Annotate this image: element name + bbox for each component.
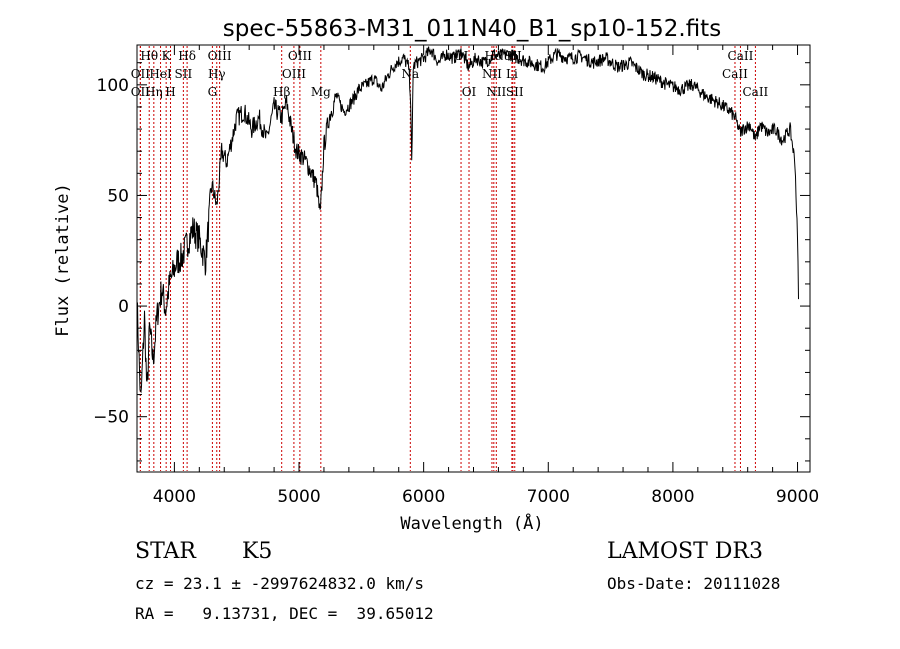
x-tick-label: 4000 (153, 487, 196, 507)
y-tick-label: 50 (107, 186, 129, 206)
obs-date: Obs-Date: 20111028 (607, 574, 781, 593)
line-label: OII (131, 67, 151, 81)
line-label: CaII (742, 85, 768, 99)
line-label: OIII (282, 67, 306, 81)
line-label: Hγ (208, 67, 226, 81)
y-tick-label: −50 (93, 408, 129, 428)
line-label: Na (401, 67, 419, 81)
x-axis-label: Wavelength (Å) (400, 512, 543, 534)
x-tick-label: 6000 (402, 487, 445, 507)
line-label: Li (506, 67, 518, 81)
redshift-line: cz = 23.1 ± -2997624832.0 km/s (135, 574, 424, 593)
line-label: NII (486, 85, 506, 99)
line-label: Mg (311, 85, 331, 99)
y-axis-label: Flux (relative) (53, 183, 73, 337)
line-label: Hα (485, 49, 504, 63)
x-tick-label: 7000 (527, 487, 570, 507)
object-subclass: K5 (242, 539, 273, 564)
axis-ticks (137, 45, 810, 472)
line-label: Hθ (140, 49, 158, 63)
line-label: OIII (288, 49, 312, 63)
line-label: H (165, 85, 175, 99)
line-label: OI (462, 85, 477, 99)
line-markers (139, 46, 756, 471)
line-label: K (162, 49, 172, 63)
line-label: SII (504, 49, 522, 63)
line-label: SII (175, 67, 193, 81)
y-tick-label: 0 (118, 297, 129, 317)
object-class: STAR (135, 539, 196, 564)
x-tick-label: 9000 (776, 487, 819, 507)
line-label: OIII (208, 49, 232, 63)
line-label: Hη (145, 85, 163, 99)
x-tick-label: 5000 (277, 487, 320, 507)
survey-name: LAMOST DR3 (607, 539, 763, 564)
line-label: OI (454, 49, 469, 63)
line-label: OII (131, 85, 151, 99)
line-label: G (208, 85, 218, 99)
line-label: CaII (722, 67, 748, 81)
coordinates-line: RA = 9.13731, DEC = 39.65012 (135, 604, 434, 623)
spectrum-line (136, 46, 799, 394)
line-label: HeI (149, 67, 172, 81)
x-tick-label: 8000 (651, 487, 694, 507)
axis-tick-labels: 4000 5000 6000 7000 8000 9000 −50 0 50 100 (93, 76, 819, 507)
line-label: SII (506, 85, 524, 99)
line-label: Hδ (178, 49, 196, 63)
y-tick-label: 100 (97, 76, 129, 96)
chart-title: spec-55863-M31_011N40_B1_sp10-152.fits (223, 16, 721, 42)
line-label: CaII (728, 49, 754, 63)
line-label: Hβ (273, 85, 290, 99)
line-label: NII (482, 67, 502, 81)
